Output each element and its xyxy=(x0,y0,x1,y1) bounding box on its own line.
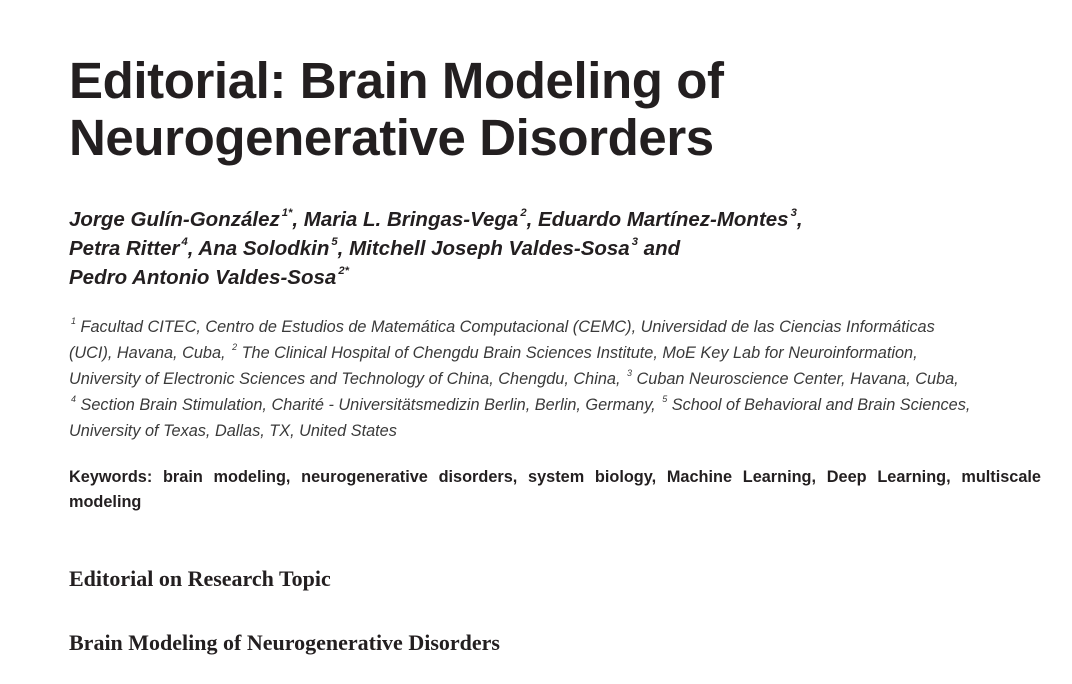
affiliations: 1 Facultad CITEC, Centro de Estudios de … xyxy=(69,314,1041,444)
title-line-2: Neurogenerative Disorders xyxy=(69,109,714,166)
author-separator: , xyxy=(526,208,539,231)
author-affiliation-mark: 2* xyxy=(338,265,349,278)
affiliation-line-1: 1 Facultad CITEC, Centro de Estudios de … xyxy=(69,314,1041,340)
editorial-on-heading: Editorial on Research Topic xyxy=(69,566,331,591)
author-separator: , xyxy=(796,208,803,231)
author-name[interactable]: Ana Solodkin xyxy=(198,237,330,260)
affiliation-text: University of Electronic Sciences and Te… xyxy=(69,370,625,388)
affiliation-line-4: 4 Section Brain Stimulation, Charité - U… xyxy=(69,392,1041,418)
affiliation-text: (UCI), Havana, Cuba, xyxy=(69,344,231,362)
affiliation-text: University of Texas, Dallas, TX, United … xyxy=(69,422,397,440)
author-separator: and xyxy=(637,237,681,260)
affiliation-line-2: (UCI), Havana, Cuba, 2 The Clinical Hosp… xyxy=(69,340,1041,366)
author-separator: , xyxy=(187,237,199,260)
affiliation-number: 3 xyxy=(627,368,632,379)
author-affiliation-mark: 5 xyxy=(331,236,338,249)
affiliation-number: 4 xyxy=(71,394,76,405)
affiliation-text: The Clinical Hospital of Chengdu Brain S… xyxy=(237,344,918,362)
author-name[interactable]: Eduardo Martínez-Montes xyxy=(538,208,789,231)
author-line-3: Pedro Antonio Valdes-Sosa 2* xyxy=(69,263,1029,292)
author-affiliation-mark: 1* xyxy=(281,207,293,220)
affiliation-number: 1 xyxy=(71,316,76,327)
author-affiliation-mark: 2 xyxy=(520,207,527,220)
author-separator: , xyxy=(337,237,350,260)
author-name[interactable]: Jorge Gulín-González xyxy=(69,208,280,231)
author-line-2: Petra Ritter 4, Ana Solodkin 5, Mitchell J… xyxy=(69,234,1029,263)
title-line-1: Editorial: Brain Modeling of xyxy=(69,52,724,109)
author-affiliation-mark: 4 xyxy=(181,236,188,249)
affiliation-text: School of Behavioral and Brain Sciences, xyxy=(667,396,971,414)
affiliation-text: Cuban Neuroscience Center, Havana, Cuba, xyxy=(631,370,959,388)
affiliation-number: 2 xyxy=(232,342,238,353)
author-name[interactable]: Maria L. Bringas-Vega xyxy=(303,208,519,231)
keywords: Keywords: brain modeling, neurogenerativ… xyxy=(69,468,1041,511)
affiliation-text: Section Brain Stimulation, Charité - Uni… xyxy=(75,396,661,414)
affiliation-line-3: University of Electronic Sciences and Te… xyxy=(69,366,1041,392)
research-topic-link[interactable]: Brain Modeling of Neurogenerative Disord… xyxy=(69,630,500,655)
author-name[interactable]: Pedro Antonio Valdes-Sosa xyxy=(69,266,337,289)
author-affiliation-mark: 3 xyxy=(790,207,797,220)
author-name[interactable]: Petra Ritter xyxy=(69,237,180,260)
author-separator: , xyxy=(292,208,304,231)
author-affiliation-mark: 3 xyxy=(631,236,638,249)
affiliation-text: Facultad CITEC, Centro de Estudios de Ma… xyxy=(75,318,935,336)
author-line-1: Jorge Gulín-González 1*, Maria L. Bringas… xyxy=(69,205,1029,234)
article-title: Editorial: Brain Modeling of Neurogenera… xyxy=(69,52,1009,166)
author-name[interactable]: Mitchell Joseph Valdes-Sosa xyxy=(349,237,630,260)
affiliation-number: 5 xyxy=(662,394,668,405)
author-list: Jorge Gulín-González 1*, Maria L. Bringas… xyxy=(69,205,1029,292)
affiliation-line-5: University of Texas, Dallas, TX, United … xyxy=(69,418,1041,444)
